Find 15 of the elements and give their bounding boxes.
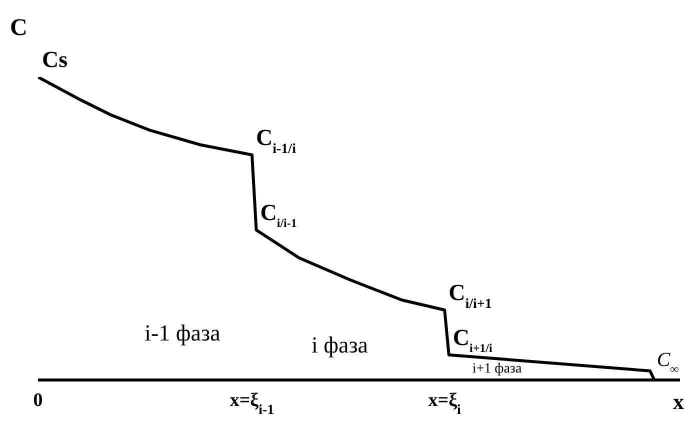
annotation: Cs: [42, 47, 68, 72]
annotation: i фаза: [311, 332, 368, 358]
annotation: i-1 фаза: [144, 320, 220, 346]
annotation: C$_{i/i+1}$: [448, 280, 492, 312]
x-tick-label: 0: [33, 390, 43, 411]
x-tick-label: x=ξ$_{i-1}$: [230, 390, 274, 418]
y-axis-title: C: [260, 200, 277, 226]
annotation: C$_{∞}$: [656, 348, 680, 376]
annotation: C$_{i+1/i}$: [452, 324, 494, 355]
text: C: [10, 15, 28, 41]
annotation: i+1 фаза: [472, 361, 522, 376]
x-axis-title: x: [673, 389, 684, 414]
annotation: C$_{i-1/i}$: [256, 124, 296, 156]
x-tick-label: x=ξ$_{i}$: [428, 390, 462, 418]
text: i/i-1: [276, 216, 297, 230]
